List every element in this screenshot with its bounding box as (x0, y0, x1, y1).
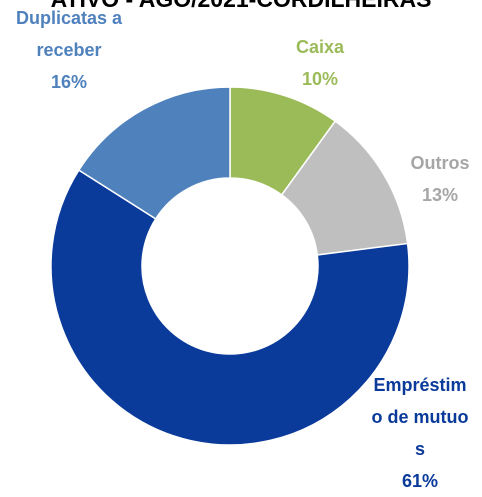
slice-label: Duplicatas a receber 16% (10, 2, 128, 98)
chart-title: ATIVO - AGO/2021-CORDILHEIRAS (0, 0, 482, 13)
value-label: 16% (50, 72, 88, 92)
value-label: 10% (301, 69, 339, 89)
slice (50, 169, 410, 446)
slice-label: Empréstimo de mutuos 61% (370, 369, 470, 497)
category-label: Empréstimo de mutuos (371, 375, 469, 459)
slice-label: Outros 13% (395, 147, 482, 211)
category-label: Caixa (295, 37, 345, 57)
slice (77, 86, 231, 220)
slice-label: Caixa 10% (275, 31, 365, 95)
value-label: 61% (401, 471, 439, 491)
value-label: 13% (421, 185, 459, 205)
category-label: Outros (410, 153, 470, 173)
category-label: Duplicatas a receber (15, 8, 123, 60)
